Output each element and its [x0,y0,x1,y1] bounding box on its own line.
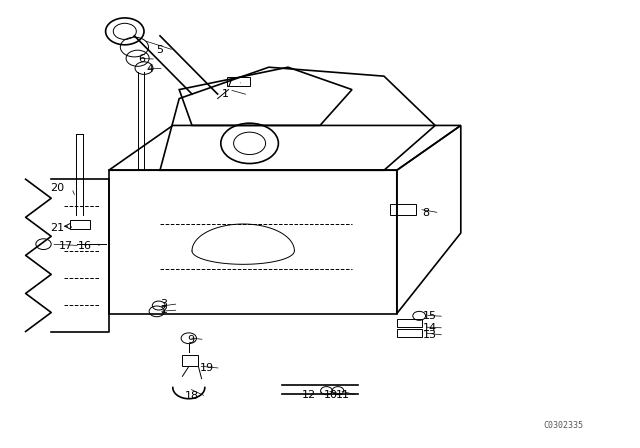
Text: 2: 2 [159,305,167,315]
Text: 4: 4 [146,64,154,73]
Text: 5: 5 [157,45,163,55]
Text: 17: 17 [59,241,73,250]
Text: 8: 8 [422,208,429,218]
Text: 19: 19 [200,363,214,373]
Text: 12: 12 [302,390,316,400]
Text: 6: 6 [139,54,145,64]
Text: 13: 13 [423,330,437,340]
Text: 7: 7 [225,79,233,89]
Text: 10: 10 [324,390,338,400]
Text: 21: 21 [51,223,65,233]
Text: 14: 14 [423,323,437,333]
Text: 20: 20 [51,183,65,193]
Text: 3: 3 [160,299,166,309]
Text: 16: 16 [78,241,92,250]
Text: 1: 1 [222,89,228,99]
Text: 15: 15 [423,311,437,321]
Text: 9: 9 [187,335,195,345]
Text: 18: 18 [185,392,199,401]
Text: C0302335: C0302335 [543,421,583,430]
Text: 11: 11 [336,390,350,400]
